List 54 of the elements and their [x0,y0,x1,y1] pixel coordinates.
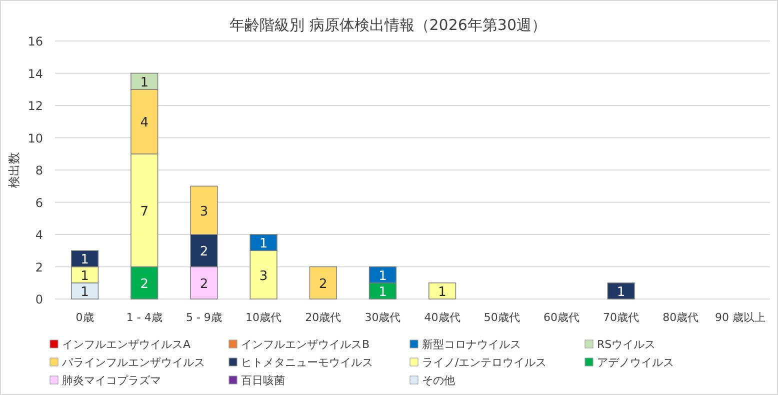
x-tick-label: 40歳代 [424,311,460,324]
data-label: 2 [200,244,208,260]
bar [607,282,635,300]
data-label: 1 [80,268,89,284]
x-tick-label: 5 - 9歳 [186,311,222,324]
legend-label: ライノ/エンテロウイルス [422,356,547,369]
x-tick-label: 70歳代 [603,311,640,324]
data-label: 1 [378,284,387,300]
data-label: 1 [80,284,89,300]
y-tick-label: 14 [28,66,43,81]
legend-label: アデノウイルス [597,356,674,369]
legend-label: 百日咳菌 [241,374,285,387]
data-label: 3 [200,204,208,220]
y-tick-label: 2 [35,260,43,274]
x-tick-label: 80歳代 [662,311,699,324]
bar [428,282,456,300]
legend-label: 新型コロナウイルス [422,338,521,351]
y-tick-label: 4 [35,228,43,242]
data-label: 1 [616,284,626,300]
x-tick-label: 0歳 [76,311,94,324]
y-tick-label: 16 [28,34,43,48]
x-tick-label: 60歳代 [543,311,580,324]
legend-label: その他 [422,374,455,387]
legend-label: インフルエンザウイルスB [241,338,370,351]
x-tick-label: 1 - 4歳 [126,311,162,324]
data-label: 1 [140,75,149,90]
data-label: 2 [318,276,328,292]
legend-label: パラインフルエンザウイルス [61,356,205,369]
y-tick-label: 10 [28,131,43,146]
x-tick-label: 10歳代 [246,311,282,324]
x-tick-label: 50歳代 [484,311,520,324]
legend-label: インフルエンザウイルスA [62,338,191,351]
y-tick-label: 8 [35,164,43,178]
legend-label: 肺炎マイコプラズマ [62,374,161,387]
data-label: 1 [259,236,268,252]
x-tick-label: 20歳代 [305,311,342,324]
legend-label: RSウイルス [597,338,656,351]
bar [309,266,337,300]
y-axis-title: 検出数 [7,152,21,188]
data-label: 7 [140,204,149,220]
y-tick-label: 6 [35,196,43,210]
data-label: 1 [438,284,446,300]
data-label: 3 [259,268,268,284]
x-tick-label: 30歳代 [364,311,401,324]
data-label: 1 [80,252,89,268]
x-tick-label: 90 歳以上 [714,311,766,324]
data-label: 4 [140,116,149,131]
y-tick-label: 12 [28,99,43,113]
data-label: 2 [140,276,149,292]
chart-title: 年齢階級別 病原体検出情報（2026年第30週） [229,16,547,34]
data-label: 1 [378,268,387,284]
y-tick-label: 0 [35,292,43,306]
legend-label: ヒトメタニューモウイルス [241,356,373,369]
data-label: 2 [200,276,208,292]
